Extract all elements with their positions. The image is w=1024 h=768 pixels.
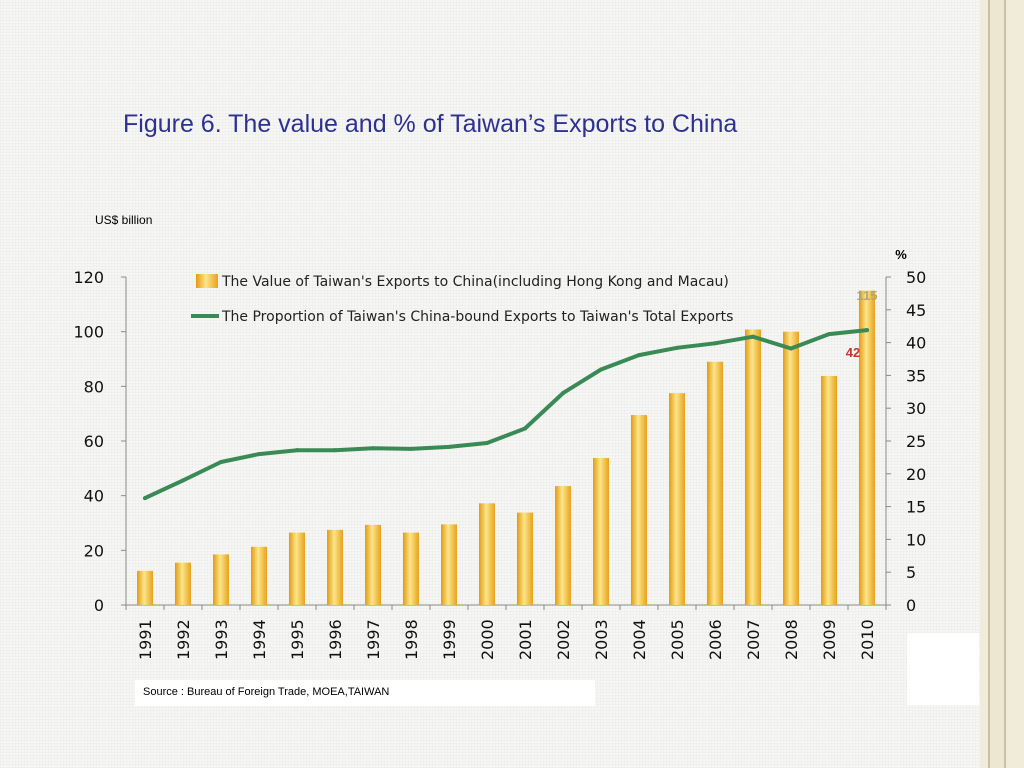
x-tick-label: 2007 bbox=[744, 619, 763, 660]
bar-1994 bbox=[251, 546, 267, 605]
x-tick-label: 1995 bbox=[288, 619, 307, 660]
bar-1996 bbox=[327, 529, 343, 605]
legend: The Value of Taiwan's Exports to China(i… bbox=[191, 274, 733, 325]
bar-2003 bbox=[593, 457, 609, 605]
right-tick-label: 40 bbox=[906, 334, 926, 353]
x-tick-label: 2001 bbox=[516, 619, 535, 660]
left-tick-label: 60 bbox=[84, 432, 104, 451]
legend-bar-swatch bbox=[196, 274, 218, 288]
bar-2008 bbox=[783, 331, 799, 605]
right-tick-label: 20 bbox=[906, 465, 926, 484]
left-tick-label: 20 bbox=[84, 541, 104, 560]
slide-border-decoration bbox=[980, 0, 1024, 768]
legend-line-label: The Proportion of Taiwan's China-bound E… bbox=[221, 309, 733, 325]
right-tick-label: 30 bbox=[906, 399, 926, 418]
bar-2010 bbox=[859, 290, 875, 605]
x-tick-label: 1997 bbox=[364, 619, 383, 660]
line-point-2003 bbox=[599, 367, 603, 372]
bar-2000 bbox=[479, 503, 495, 605]
right-axis-unit-label: % bbox=[895, 247, 907, 262]
line-point-2009 bbox=[827, 332, 831, 337]
bar-2005 bbox=[669, 393, 685, 605]
line-point-1993 bbox=[219, 459, 223, 464]
line-point-2005 bbox=[675, 345, 679, 350]
x-tick-label: 1992 bbox=[174, 619, 193, 660]
bar-1993 bbox=[213, 554, 229, 605]
bar-1997 bbox=[365, 524, 381, 605]
right-tick-label: 35 bbox=[906, 366, 926, 385]
bar-2006 bbox=[707, 361, 723, 605]
right-tick-label: 10 bbox=[906, 530, 926, 549]
bar-series bbox=[137, 290, 875, 605]
line-point-2000 bbox=[485, 440, 489, 445]
x-tick-label: 2009 bbox=[820, 619, 839, 660]
left-axis-ticks: 0 20 40 60 80 100 120 bbox=[73, 268, 126, 615]
x-tick-label: 2010 bbox=[858, 619, 877, 660]
bar-1991 bbox=[137, 570, 153, 605]
line-point-2006 bbox=[713, 341, 717, 346]
line-point-1994 bbox=[257, 452, 261, 457]
slide-title: Figure 6. The value and % of Taiwan’s Ex… bbox=[123, 110, 738, 138]
bar-2004 bbox=[631, 415, 647, 605]
legend-bar-label: The Value of Taiwan's Exports to China(i… bbox=[221, 274, 729, 290]
x-axis-ticks: 1991 1992 1993 1994 1995 1996 1997 1998 1999 2000… bbox=[125, 605, 887, 660]
x-tick-label: 2000 bbox=[478, 619, 497, 660]
x-tick-label: 1998 bbox=[402, 619, 421, 660]
line-point-1996 bbox=[333, 448, 337, 453]
x-tick-label: 1991 bbox=[136, 619, 155, 660]
left-axis-unit-label: US$ billion bbox=[95, 213, 153, 227]
line-point-2010 bbox=[865, 328, 869, 333]
bar-1999 bbox=[441, 524, 457, 605]
x-tick-label: 1994 bbox=[250, 619, 269, 660]
x-tick-label: 2003 bbox=[592, 619, 611, 660]
line-point-2002 bbox=[561, 391, 565, 396]
bar-1998 bbox=[403, 532, 419, 605]
x-tick-label: 2002 bbox=[554, 619, 573, 660]
right-tick-label: 50 bbox=[906, 268, 926, 287]
line-series bbox=[143, 328, 869, 501]
line-point-1992 bbox=[181, 478, 185, 483]
x-tick-label: 2006 bbox=[706, 619, 725, 660]
left-tick-label: 40 bbox=[84, 487, 104, 506]
right-tick-label: 0 bbox=[906, 596, 916, 615]
x-tick-label: 1999 bbox=[440, 619, 459, 660]
line-point-1995 bbox=[295, 448, 299, 453]
left-tick-label: 100 bbox=[73, 323, 104, 342]
x-tick-label: 1993 bbox=[212, 619, 231, 660]
source-box bbox=[135, 680, 595, 706]
bar-1992 bbox=[175, 562, 191, 605]
line-point-1997 bbox=[371, 446, 375, 451]
right-tick-label: 15 bbox=[906, 498, 926, 517]
bar-1995 bbox=[289, 532, 305, 605]
x-tick-label: 2008 bbox=[782, 619, 801, 660]
annotation-line-2010: 42 bbox=[846, 345, 860, 360]
bar-2002 bbox=[555, 486, 571, 605]
line-point-2004 bbox=[637, 353, 641, 358]
bar-2009 bbox=[821, 375, 837, 605]
annotation-bar-2010: 115 bbox=[857, 288, 878, 303]
bar-2007 bbox=[745, 329, 761, 605]
source-note: Source : Bureau of Foreign Trade, MOEA,T… bbox=[143, 686, 390, 698]
line-point-1999 bbox=[447, 444, 451, 449]
line-point-2008 bbox=[789, 346, 793, 351]
x-tick-label: 2004 bbox=[630, 619, 649, 660]
line-point-1991 bbox=[143, 496, 147, 501]
left-tick-label: 0 bbox=[94, 596, 104, 615]
proportion-line bbox=[143, 328, 869, 501]
left-tick-label: 80 bbox=[84, 377, 104, 396]
x-tick-label: 2005 bbox=[668, 619, 687, 660]
x-tick-label: 1996 bbox=[326, 619, 345, 660]
right-tick-label: 5 bbox=[906, 563, 916, 582]
line-point-1998 bbox=[409, 446, 413, 451]
right-tick-label: 45 bbox=[906, 301, 926, 320]
right-axis-ticks: 0 5 10 15 20 25 30 35 40 45 50 bbox=[886, 268, 926, 615]
line-point-2001 bbox=[523, 426, 527, 431]
blank-patch bbox=[907, 633, 979, 705]
bar-2001 bbox=[517, 512, 533, 605]
line-point-2007 bbox=[751, 334, 755, 339]
left-tick-label: 120 bbox=[73, 268, 104, 287]
right-tick-label: 25 bbox=[906, 432, 926, 451]
